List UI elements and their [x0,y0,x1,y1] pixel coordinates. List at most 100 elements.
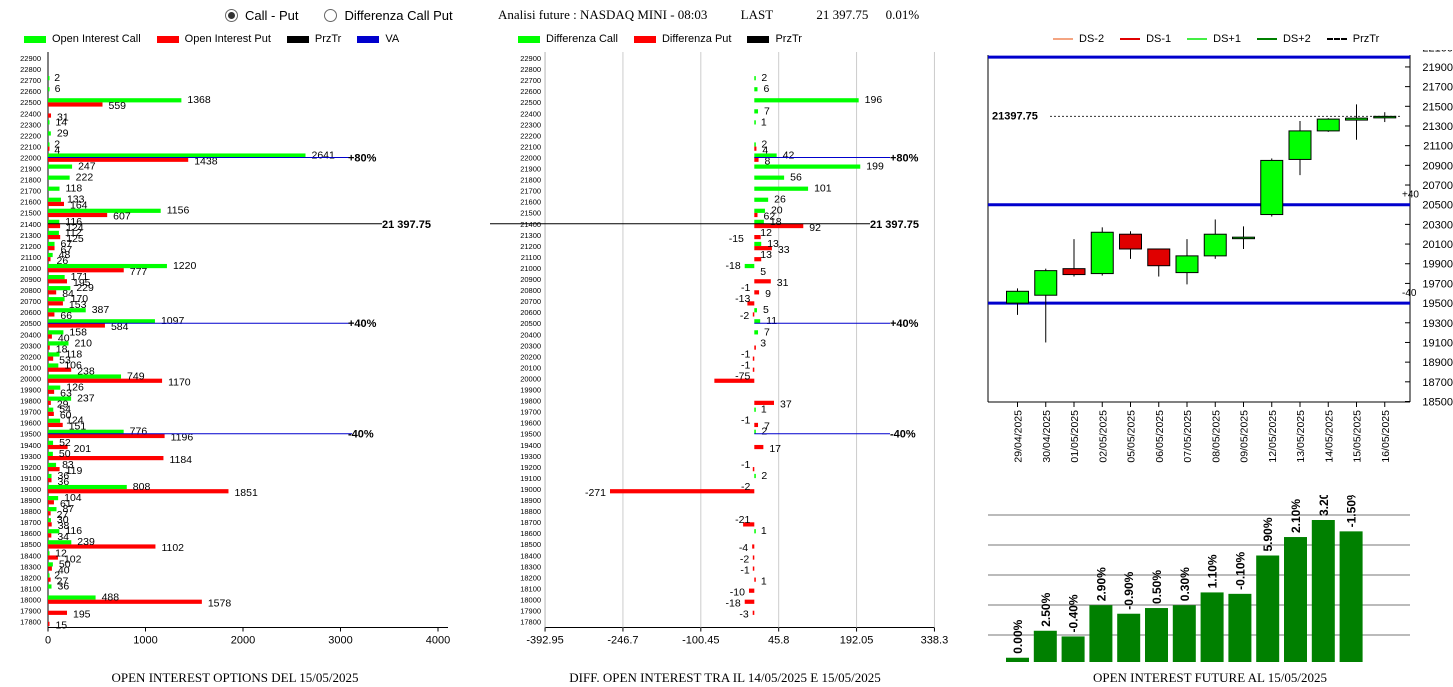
future-title: Analisi future : NASDAQ MINI - 08:03 [498,7,708,22]
diff-put-label: -2 [740,310,749,322]
put-value-label: 36 [58,476,70,488]
strike-label: 17800 [520,618,541,627]
x-tick-label: 1000 [133,635,157,647]
put-value-label: 119 [66,465,83,477]
put-bar [48,312,55,317]
strike-label: 21300 [520,231,541,240]
put-bar [48,433,165,439]
diff-put-bar [754,235,761,240]
put-bar [48,478,52,483]
diff-put-label: 7 [764,421,770,433]
radio-call-put-indicator[interactable] [225,9,238,22]
strike-label: 19400 [520,441,541,450]
level-label: +40 [1402,190,1419,201]
radio-call-put-label: Call - Put [245,8,299,23]
diff-call-bar [754,219,764,224]
y-tick-label: 19700 [1422,278,1453,290]
diff-call-bar [754,142,756,147]
strike-label: 22100 [20,142,41,151]
future-oi-label: 1.10% [1206,554,1220,588]
call-bar [48,131,51,136]
date-label: 13/05/2025 [1295,410,1307,463]
call-value-label: 87 [62,503,74,515]
legend-item: Open Interest Call [24,33,141,45]
strike-label: 22000 [20,153,41,162]
put-bar [48,544,156,549]
strike-label: 18300 [520,562,541,571]
legend-label: Open Interest Call [52,33,141,45]
y-tick-label: 18700 [1422,377,1453,389]
diff-call-label: 2 [761,470,767,482]
call-value-label: 1368 [187,94,211,106]
diff-call-bar [754,197,769,202]
future-oi-bar [1089,605,1113,662]
call-bar [48,407,54,412]
diff-call-bar [754,164,861,169]
future-oi-bar [1200,592,1224,662]
call-value-label: 2 [54,72,60,84]
put-bar [48,522,52,527]
call-value-label: 116 [65,216,82,228]
diff-call-label: -2 [741,481,750,493]
put-value-label: 195 [73,277,91,289]
candle-body [1006,290,1029,304]
call-bar [48,507,57,512]
put-bar [48,411,54,416]
diff-call-label: 11 [766,315,777,327]
radio-call-put[interactable]: Call - Put [225,8,298,23]
diff-put-bar [754,146,757,151]
diff-call-bar [754,429,756,434]
y-tick-label: 20900 [1422,160,1453,172]
legend-item: DS+2 [1256,33,1311,45]
legend-label: DS+1 [1213,33,1241,45]
put-value-label: 777 [130,266,148,278]
radio-differenza[interactable]: Differenza Call Put [324,8,453,23]
date-label: 05/05/2025 [1126,410,1138,463]
diff-put-bar [754,577,756,582]
call-value-label: 237 [77,393,95,405]
candle-body [1373,115,1397,119]
call-bar [48,385,61,390]
put-bar [48,102,103,107]
strike-label: 19100 [520,474,541,483]
legend-swatch [1053,38,1073,40]
call-bar [48,462,57,468]
diff-put-bar [754,400,775,405]
diff-call-label: 1 [761,116,767,128]
strike-label: 21200 [520,242,541,251]
last-change: 0.01% [885,7,920,22]
diff-put-label: -4 [739,542,748,554]
put-value-label: 1170 [168,376,191,388]
put-value-label: 195 [73,609,91,621]
legend-item: PrzTr [1326,33,1379,45]
call-bar [48,584,52,589]
diff-call-label: -1 [741,282,750,294]
put-value-label: 1438 [194,155,218,167]
legend-label: Open Interest Put [184,33,271,45]
call-bar [48,230,59,235]
call-bar [48,286,71,291]
strike-label: 18200 [20,573,41,582]
diff-put-label: -3 [739,609,748,621]
future-oi-bar [1284,537,1307,662]
strike-label: 20600 [520,308,541,317]
strike-label: 19300 [20,452,41,461]
strike-label: 19500 [20,430,41,439]
call-bar [48,396,72,401]
strike-label: 21200 [20,242,41,251]
diff-put-bar [752,312,755,317]
put-value-label: 607 [113,211,131,223]
diff-call-label: 3 [760,337,766,349]
future-oi-bar-chart: 0.00% 2.50% -0.40% 2.90% -0.90% 0.50% 0.30% 1.1… [988,495,1410,662]
put-value-label: 238 [77,365,95,377]
future-oi-label: -1.50% [1345,495,1359,527]
radio-differenza-indicator[interactable] [324,9,338,22]
strike-label: 22200 [20,131,41,140]
legend-swatch [747,35,770,43]
call-bar [48,319,155,324]
prztr-label: 21 397.75 [870,219,919,231]
strike-label: 21500 [520,209,541,218]
strike-label: 22100 [520,142,541,151]
strike-label: 19900 [20,386,41,395]
